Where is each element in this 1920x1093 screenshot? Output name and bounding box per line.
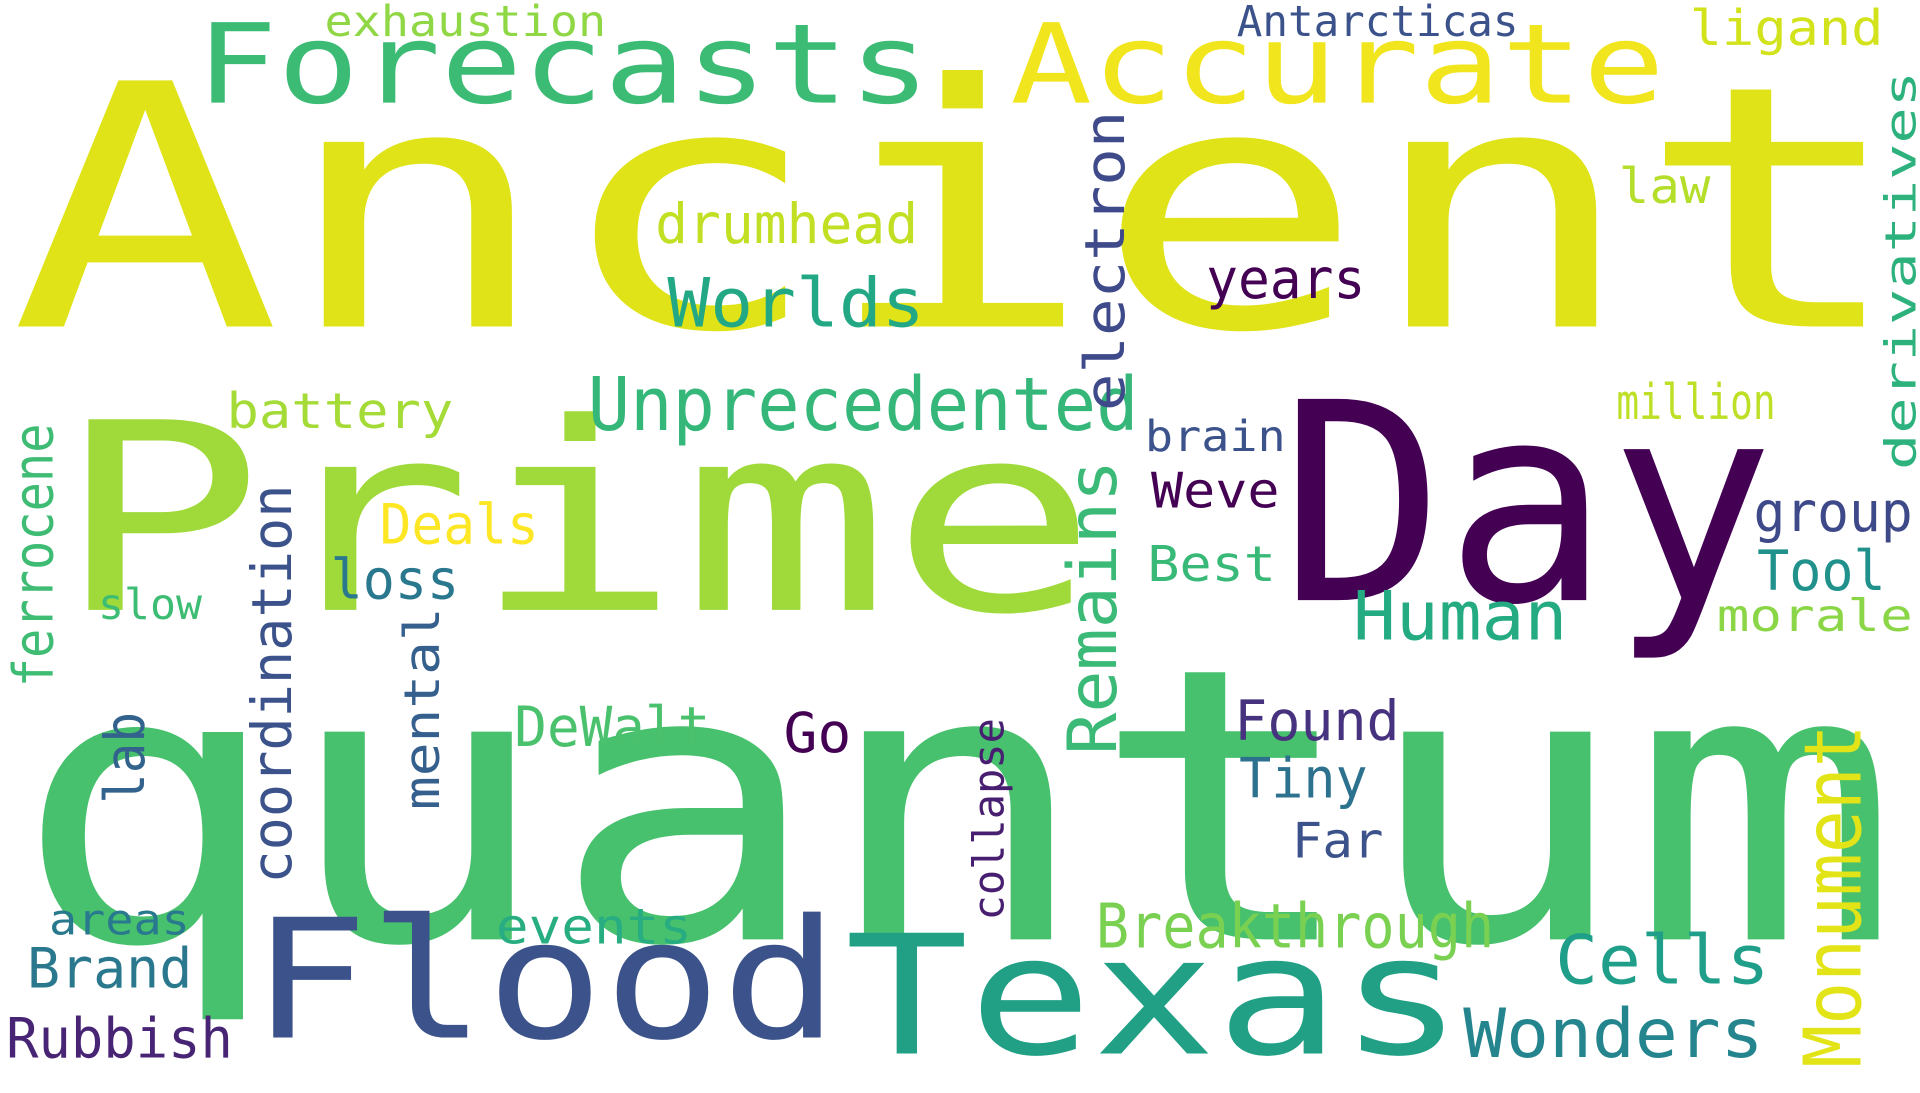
word-electron: electron — [1072, 110, 1138, 412]
word-texas: Texas — [844, 899, 1464, 1093]
word-unprecedented: Unprecedented — [587, 361, 1139, 448]
word-collapse: collapse — [963, 718, 1014, 921]
word-lab: lab — [93, 712, 158, 804]
word-battery: battery — [226, 382, 454, 440]
word-flood: Flood — [251, 883, 839, 1078]
word-mental: mental — [393, 607, 451, 810]
word-found: Found — [1234, 688, 1400, 754]
word-worlds: Worlds — [667, 263, 925, 343]
word-brand: Brand — [26, 936, 193, 1001]
word-human: Human — [1353, 576, 1568, 656]
word-ligand: ligand — [1689, 0, 1884, 57]
word-prime: Prime — [55, 366, 1099, 673]
word-events: events — [495, 897, 692, 956]
word-day: Day — [1279, 343, 1775, 667]
word-tool: Tool — [1757, 538, 1886, 604]
word-million: million — [1616, 373, 1776, 432]
word-drumhead: drumhead — [655, 191, 919, 257]
word-remains: Remains — [1053, 459, 1132, 755]
word-quantum: quantum — [12, 585, 1900, 1031]
word-loss: loss — [330, 547, 460, 612]
word-years: years — [1206, 246, 1366, 312]
word-accurate: Accurate — [1010, 0, 1665, 130]
word-rubbish: Rubbish — [6, 1006, 233, 1071]
word-far: Far — [1291, 811, 1384, 870]
word-breakthrough: Breakthrough — [1095, 890, 1495, 963]
word-deals: Deals — [379, 492, 539, 557]
word-cells: Cells — [1555, 920, 1770, 1000]
word-weve: Weve — [1151, 461, 1280, 520]
word-areas: areas — [48, 894, 190, 945]
word-dewalt: DeWalt — [514, 694, 711, 760]
word-coordination: coordination — [239, 484, 305, 884]
word-ferrocene: ferrocene — [1, 423, 66, 688]
word-law: law — [1618, 157, 1711, 216]
word-best: Best — [1147, 535, 1276, 594]
word-ancient: Ancient — [9, 12, 1908, 408]
word-exhaustion: exhaustion — [324, 0, 607, 47]
word-forecasts: Forecasts — [195, 0, 931, 130]
word-group: group — [1753, 479, 1913, 545]
word-go: Go — [783, 700, 852, 766]
word-tiny: Tiny — [1239, 746, 1368, 811]
word-monument: Monument — [1786, 724, 1880, 1068]
word-slow: slow — [97, 579, 202, 630]
word-derivatives: derivatives — [1875, 71, 1920, 471]
word-antarcticas: Antarcticas — [1236, 0, 1519, 47]
word-morale: morale — [1716, 590, 1913, 642]
word-brain: brain — [1144, 410, 1286, 462]
word-wonders: Wonders — [1463, 994, 1764, 1074]
